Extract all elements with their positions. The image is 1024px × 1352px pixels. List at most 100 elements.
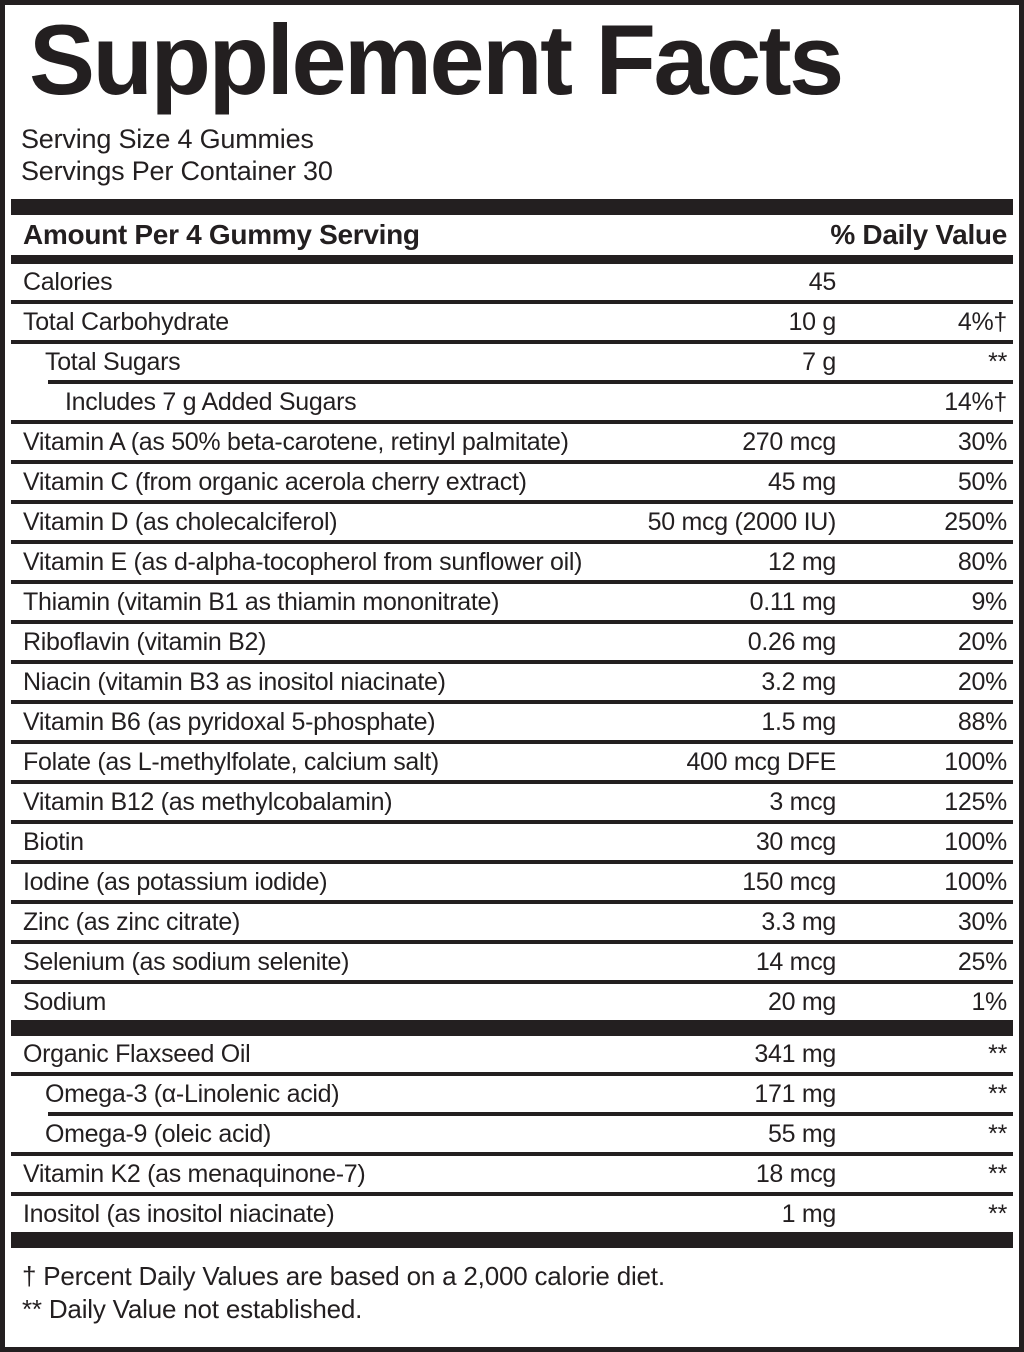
nutrient-amount: 55 mg	[768, 1120, 836, 1149]
nutrient-row: Riboflavin (vitamin B2) 0.26 mg 20%	[11, 624, 1013, 660]
nutrient-daily-value: 20%	[957, 668, 1007, 697]
row-separator	[11, 740, 1013, 745]
nutrient-daily-value: 4%†	[957, 308, 1007, 337]
nutrient-name: Organic Flaxseed Oil	[23, 1040, 251, 1069]
row-separator	[11, 1072, 1013, 1077]
nutrient-daily-value: 9%	[971, 588, 1007, 617]
nutrient-amount: 50 mcg (2000 IU)	[647, 508, 837, 537]
nutrient-row: Calories 45	[11, 264, 1013, 300]
nutrient-row: Biotin 30 mcg 100%	[11, 824, 1013, 860]
nutrient-row: Organic Flaxseed Oil 341 mg **	[11, 1036, 1013, 1072]
nutrient-name: Calories	[23, 268, 113, 297]
nutrient-name: Zinc (as zinc citrate)	[23, 908, 241, 937]
row-separator	[11, 820, 1013, 825]
nutrient-amount: 150 mcg	[742, 868, 836, 897]
nutrient-amount: 0.26 mg	[747, 628, 837, 657]
nutrient-name: Folate (as L-methylfolate, calcium salt)	[23, 748, 439, 777]
nutrient-daily-value: **	[988, 1040, 1007, 1069]
row-separator	[11, 1152, 1013, 1157]
row-separator	[48, 380, 1013, 385]
nutrient-name: Omega-9 (oleic acid)	[45, 1120, 272, 1149]
nutrient-name: Riboflavin (vitamin B2)	[23, 628, 267, 657]
nutrient-row: Iodine (as potassium iodide) 150 mcg 100…	[11, 864, 1013, 900]
row-separator	[11, 940, 1013, 945]
row-separator	[11, 620, 1013, 625]
divider-bar-middle	[11, 1020, 1013, 1037]
footnotes: † Percent Daily Values are based on a 2,…	[11, 1260, 1013, 1326]
nutrient-amount: 12 mg	[768, 548, 836, 577]
nutrient-row: Niacin (vitamin B3 as inositol niacinate…	[11, 664, 1013, 700]
nutrient-amount: 1.5 mg	[761, 708, 836, 737]
nutrient-amount: 400 mcg DFE	[686, 748, 836, 777]
nutrient-daily-value: **	[988, 1080, 1007, 1109]
nutrient-row: Vitamin C (from organic acerola cherry e…	[11, 464, 1013, 500]
row-separator	[11, 460, 1013, 465]
nutrient-row: Thiamin (vitamin B1 as thiamin mononitra…	[11, 584, 1013, 620]
nutrient-amount: 20 mg	[768, 988, 836, 1017]
nutrient-row: Vitamin B6 (as pyridoxal 5-phosphate) 1.…	[11, 704, 1013, 740]
nutrient-row: Zinc (as zinc citrate) 3.3 mg 30%	[11, 904, 1013, 940]
divider-bar-bottom	[11, 1232, 1013, 1249]
nutrient-row: Vitamin E (as d-alpha-tocopherol from su…	[11, 544, 1013, 580]
nutrient-row: Omega-3 (α-Linolenic acid) 171 mg **	[11, 1076, 1013, 1112]
daily-value-label: % Daily Value	[830, 219, 1007, 251]
nutrient-row: Vitamin D (as cholecalciferol) 50 mcg (2…	[11, 504, 1013, 540]
nutrient-name: Inositol (as inositol niacinate)	[23, 1200, 335, 1229]
nutrient-amount: 270 mcg	[742, 428, 836, 457]
nutrient-amount: 3.3 mg	[761, 908, 836, 937]
nutrient-name: Vitamin E (as d-alpha-tocopherol from su…	[23, 548, 583, 577]
nutrient-name: Niacin (vitamin B3 as inositol niacinate…	[23, 668, 446, 697]
nutrient-amount: 341 mg	[754, 1040, 836, 1069]
nutrient-name: Vitamin K2 (as menaquinone-7)	[23, 1160, 366, 1189]
nutrient-name: Omega-3 (α-Linolenic acid)	[45, 1080, 340, 1109]
row-separator	[11, 540, 1013, 545]
nutrient-amount: 45 mg	[768, 468, 836, 497]
nutrient-name: Total Carbohydrate	[23, 308, 229, 337]
table-header: Amount Per 4 Gummy Serving % Daily Value	[11, 215, 1013, 255]
nutrient-row: Vitamin A (as 50% beta-carotene, retinyl…	[11, 424, 1013, 460]
nutrient-daily-value: 100%	[944, 828, 1007, 857]
serving-size-text: Serving Size 4 Gummies	[21, 124, 314, 155]
nutrient-amount: 7 g	[802, 348, 836, 377]
row-separator	[11, 420, 1013, 425]
nutrient-name: Vitamin D (as cholecalciferol)	[23, 508, 338, 537]
nutrient-daily-value: 100%	[944, 748, 1007, 777]
nutrient-row: Total Sugars 7 g **	[11, 344, 1013, 380]
nutrient-daily-value: 30%	[957, 908, 1007, 937]
nutrient-amount: 1 mg	[781, 1200, 837, 1229]
row-separator	[11, 900, 1013, 905]
row-separator	[11, 700, 1013, 705]
nutrient-name: Vitamin B6 (as pyridoxal 5-phosphate)	[23, 708, 436, 737]
nutrient-daily-value: 1%	[971, 988, 1007, 1017]
nutrient-daily-value: 30%	[957, 428, 1007, 457]
nutrient-amount: 0.11 mg	[749, 588, 837, 617]
nutrient-row: Total Carbohydrate 10 g 4%†	[11, 304, 1013, 340]
nutrient-name: Selenium (as sodium selenite)	[23, 948, 350, 977]
nutrient-row: Vitamin B12 (as methylcobalamin) 3 mcg 1…	[11, 784, 1013, 820]
nutrient-amount: 14 mcg	[755, 948, 836, 977]
row-separator	[11, 980, 1013, 985]
row-separator	[48, 1112, 1013, 1117]
nutrient-daily-value: 250%	[944, 508, 1007, 537]
row-separator	[11, 340, 1013, 345]
panel-title: Supplement Facts	[29, 4, 844, 115]
nutrient-name: Includes 7 g Added Sugars	[65, 388, 357, 417]
nutrient-amount	[611, 384, 836, 420]
nutrient-daily-value: **	[988, 1200, 1007, 1229]
nutrient-daily-value: 20%	[957, 628, 1007, 657]
nutrient-row: Omega-9 (oleic acid) 55 mg **	[11, 1116, 1013, 1152]
nutrient-daily-value: 50%	[957, 468, 1007, 497]
nutrient-rows-section: Calories 45 Total Carbohydrate 10 g 4%† …	[11, 264, 1013, 1020]
other-ingredient-rows-section: Organic Flaxseed Oil 341 mg ** Omega-3 (…	[11, 1036, 1013, 1232]
amount-per-serving-label: Amount Per 4 Gummy Serving	[23, 219, 420, 251]
nutrient-amount: 45	[808, 268, 837, 297]
nutrient-row: Selenium (as sodium selenite) 14 mcg 25%	[11, 944, 1013, 980]
servings-per-container-text: Servings Per Container 30	[21, 156, 333, 187]
nutrient-daily-value: **	[988, 348, 1007, 377]
nutrient-daily-value: **	[988, 1120, 1007, 1149]
row-separator	[11, 500, 1013, 505]
nutrient-name: Total Sugars	[45, 348, 181, 377]
row-separator	[11, 780, 1013, 785]
nutrient-amount: 18 mcg	[755, 1160, 836, 1189]
